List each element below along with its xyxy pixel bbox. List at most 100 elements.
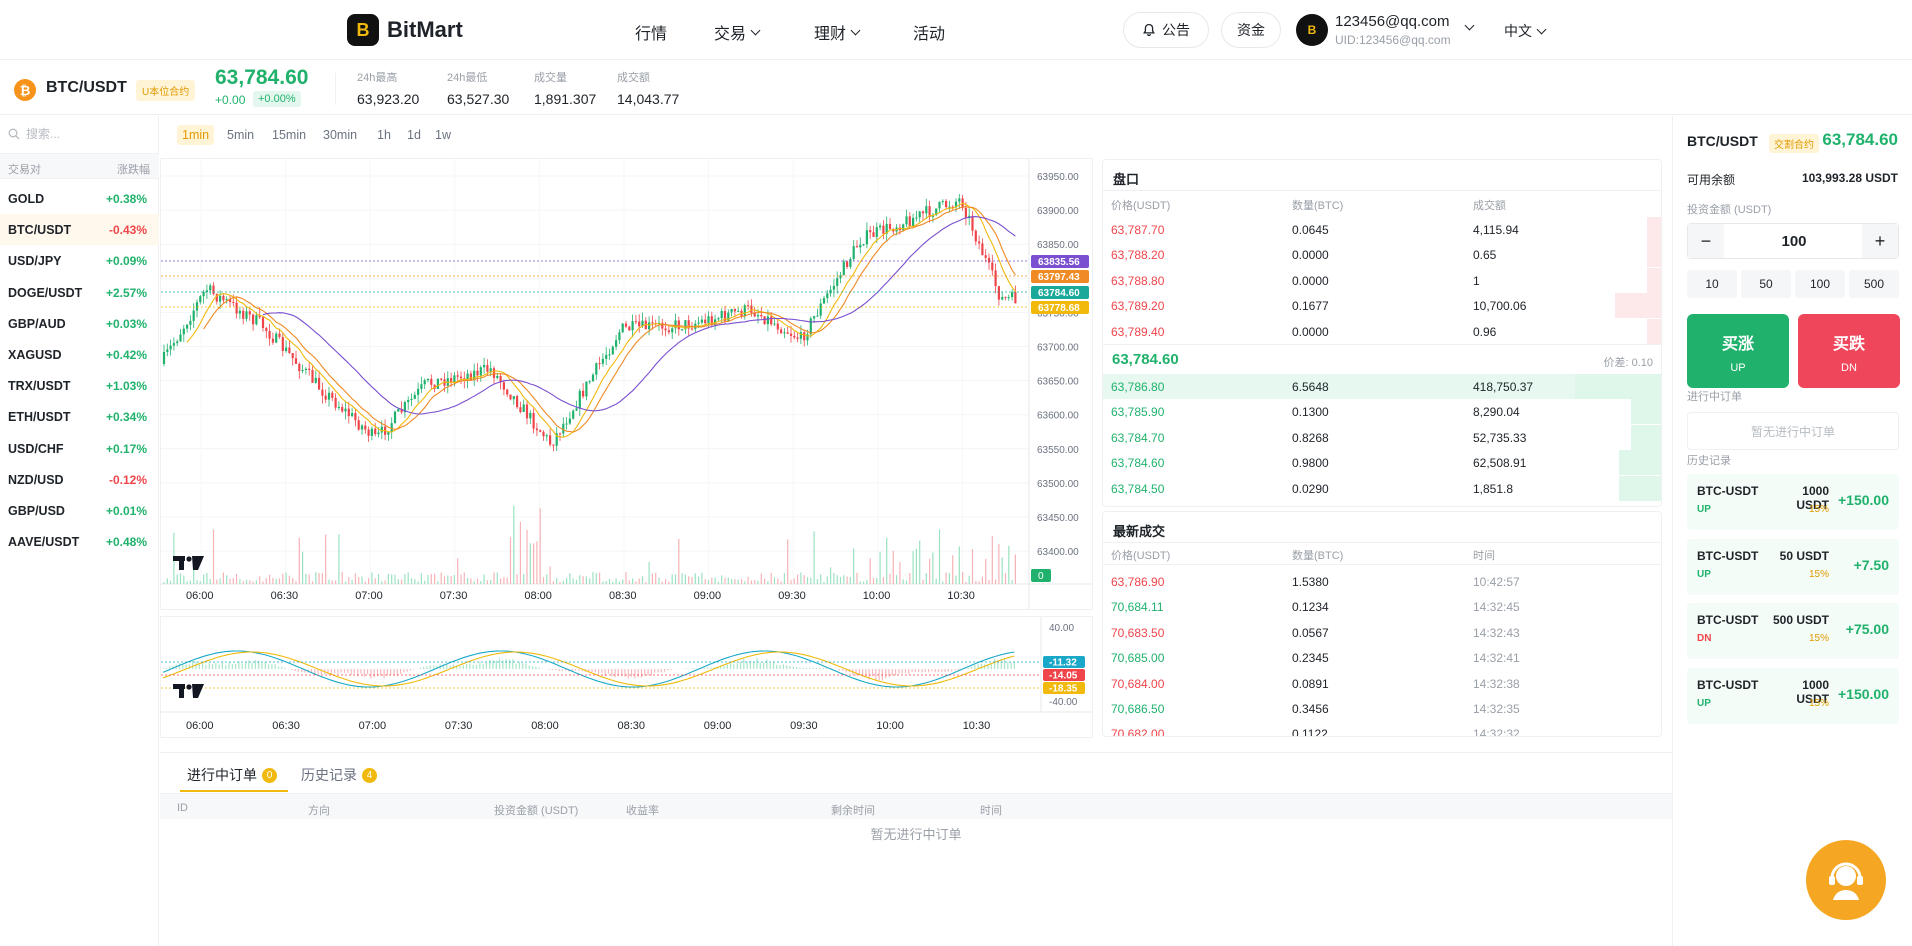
histogram-bar bbox=[518, 661, 520, 669]
sidebar-item-btc-usdt[interactable]: BTC/USDT -0.43% bbox=[0, 214, 159, 246]
history-direction: DN bbox=[1697, 633, 1712, 644]
sidebar-item-doge-usdt[interactable]: DOGE/USDT +2.57% bbox=[0, 277, 159, 308]
amount-input[interactable]: 100 bbox=[1781, 233, 1807, 250]
volume-bar bbox=[285, 572, 287, 584]
ticker-pair[interactable]: BTC/USDT bbox=[46, 79, 127, 96]
buy-up-button[interactable]: 买涨 UP bbox=[1687, 314, 1789, 388]
ask-row[interactable]: 63,788.80 0.0000 1 bbox=[1103, 267, 1661, 293]
histogram-bar bbox=[591, 669, 593, 673]
sidebar-item-trx-usdt[interactable]: TRX/USDT +1.03% bbox=[0, 370, 159, 401]
history-card[interactable]: BTC-USDT UP 1000 USDT 15% +150.00 bbox=[1687, 667, 1899, 724]
funds-button[interactable]: 资金 bbox=[1221, 12, 1281, 48]
sidebar-item-usd-jpy[interactable]: USD/JPY +0.09% bbox=[0, 245, 159, 276]
sidebar-item-change: +0.38% bbox=[105, 192, 147, 206]
quick-amount-button[interactable]: 500 bbox=[1849, 270, 1899, 298]
sidebar-item-xagusd[interactable]: XAGUSD +0.42% bbox=[0, 339, 159, 370]
candlestick-chart[interactable]: 63950.0063900.0063850.0063800.0063750.00… bbox=[160, 158, 1093, 610]
volume-bar bbox=[450, 576, 452, 584]
nav-market[interactable]: 行情 bbox=[635, 20, 667, 44]
timeframe-1h[interactable]: 1h bbox=[377, 128, 391, 142]
sidebar-item-aave-usdt[interactable]: AAVE/USDT +0.48% bbox=[0, 526, 159, 557]
nav-finance[interactable]: 理财 bbox=[814, 20, 861, 44]
bid-row[interactable]: 63,785.90 0.1300 8,290.04 bbox=[1103, 399, 1661, 425]
notice-button[interactable]: 公告 bbox=[1123, 12, 1209, 48]
histogram-bar bbox=[789, 665, 791, 669]
histogram-bar bbox=[442, 665, 445, 669]
volume-bar bbox=[467, 577, 469, 584]
volume-bar bbox=[731, 579, 733, 584]
volume-bar bbox=[879, 551, 881, 584]
tab-order-history[interactable]: 历史记录 4 bbox=[301, 765, 377, 785]
amount-stepper[interactable]: − 100 + bbox=[1687, 223, 1899, 259]
sidebar-item-symbol: BTC/USDT bbox=[8, 223, 72, 238]
timeframe-1d[interactable]: 1d bbox=[407, 128, 421, 142]
sidebar-item-nzd-usd[interactable]: NZD/USD -0.12% bbox=[0, 464, 159, 495]
volume-bar bbox=[516, 574, 518, 584]
brand-logo[interactable]: B BitMart bbox=[347, 14, 463, 46]
histogram-bar bbox=[522, 663, 524, 669]
bid-row[interactable]: 63,784.50 0.0290 1,851.8 bbox=[1103, 475, 1661, 501]
sidebar-item-eth-usdt[interactable]: ETH/USDT +0.34% bbox=[0, 401, 159, 432]
order-price: 63,788.20 bbox=[1111, 248, 1165, 263]
history-amount: 50 USDT bbox=[1779, 548, 1829, 563]
chevron-down-icon[interactable] bbox=[1464, 20, 1475, 31]
sidebar-item-gold[interactable]: GOLD +0.38% bbox=[0, 183, 159, 214]
volume-bar bbox=[777, 578, 779, 584]
y-tick-label: 63900.00 bbox=[1037, 206, 1079, 217]
candle-body bbox=[387, 431, 390, 435]
avatar[interactable]: B bbox=[1296, 14, 1328, 46]
bid-row[interactable]: 63,784.60 0.9800 62,508.91 bbox=[1103, 450, 1661, 476]
histogram-bar bbox=[987, 664, 989, 669]
histogram-bar bbox=[264, 662, 266, 669]
buy-down-button[interactable]: 买跌 DN bbox=[1798, 314, 1900, 388]
bid-row[interactable]: 63,784.70 0.8268 52,735.33 bbox=[1103, 424, 1661, 450]
decrease-button[interactable]: − bbox=[1688, 224, 1724, 258]
increase-button[interactable]: + bbox=[1862, 224, 1898, 258]
candle-body bbox=[321, 389, 324, 396]
history-card[interactable]: BTC-USDT DN 500 USDT 15% +75.00 bbox=[1687, 603, 1899, 659]
ask-row[interactable]: 63,787.70 0.0645 4,115.94 bbox=[1103, 217, 1661, 242]
timeframe-5min[interactable]: 5min bbox=[227, 128, 255, 142]
volume-bar bbox=[269, 574, 271, 584]
language-select[interactable]: 中文 bbox=[1504, 21, 1547, 41]
volume-bar bbox=[962, 572, 964, 584]
nav-trade[interactable]: 交易 bbox=[714, 20, 761, 44]
candle-body bbox=[945, 200, 948, 208]
quick-amount-button[interactable]: 100 bbox=[1795, 270, 1845, 298]
histogram-bar bbox=[376, 669, 379, 677]
indicator-chart[interactable]: 40.00 -40.00 06:00 06:30 07:00 07:30 08:00 08:3… bbox=[160, 616, 1093, 738]
sidebar-item-gbp-aud[interactable]: GBP/AUD +0.03% bbox=[0, 308, 159, 339]
sidebar-item-gbp-usd[interactable]: GBP/USD +0.01% bbox=[0, 495, 159, 526]
histogram-bar bbox=[875, 669, 877, 680]
trade-time: 14:32:41 bbox=[1473, 651, 1520, 666]
quick-amount-button[interactable]: 50 bbox=[1741, 270, 1791, 298]
depth-bar bbox=[1647, 242, 1661, 268]
timeframe-30min[interactable]: 30min bbox=[323, 128, 358, 142]
nav-events[interactable]: 活动 bbox=[913, 20, 945, 44]
timeframe-15min[interactable]: 15min bbox=[272, 128, 307, 142]
ask-row[interactable]: 63,789.40 0.0000 0.96 bbox=[1103, 318, 1661, 344]
candle-body bbox=[879, 225, 882, 228]
candle-body bbox=[813, 316, 816, 319]
ask-row[interactable]: 63,789.20 0.1677 10,700.06 bbox=[1103, 293, 1661, 319]
histogram-bar bbox=[449, 665, 451, 669]
search-input[interactable]: 搜索... bbox=[8, 125, 60, 142]
order-price: 63,789.40 bbox=[1111, 324, 1165, 339]
histogram-bar bbox=[515, 663, 517, 669]
histogram-bar bbox=[499, 658, 501, 669]
quick-amount-button[interactable]: 10 bbox=[1687, 270, 1737, 298]
tab-active-orders[interactable]: 进行中订单 0 bbox=[187, 765, 277, 785]
history-card[interactable]: BTC-USDT UP 50 USDT 15% +7.50 bbox=[1687, 538, 1899, 595]
histogram-bar bbox=[469, 663, 471, 669]
ask-row[interactable]: 63,788.20 0.0000 0.65 bbox=[1103, 242, 1661, 268]
volume-bar bbox=[219, 578, 221, 584]
history-card[interactable]: BTC-USDT UP 1000 USDT 15% +150.00 bbox=[1687, 474, 1899, 530]
timeframe-1min[interactable]: 1min bbox=[177, 125, 215, 145]
sidebar-item-usd-chf[interactable]: USD/CHF +0.17% bbox=[0, 433, 159, 464]
volume-bar bbox=[318, 573, 320, 584]
timeframe-1w[interactable]: 1w bbox=[435, 128, 451, 142]
customer-support-button[interactable] bbox=[1806, 840, 1886, 920]
bid-row[interactable]: 63,786.80 6.5648 418,750.37 bbox=[1103, 374, 1661, 399]
histogram-bar bbox=[739, 661, 742, 669]
volume-bar bbox=[176, 574, 178, 584]
